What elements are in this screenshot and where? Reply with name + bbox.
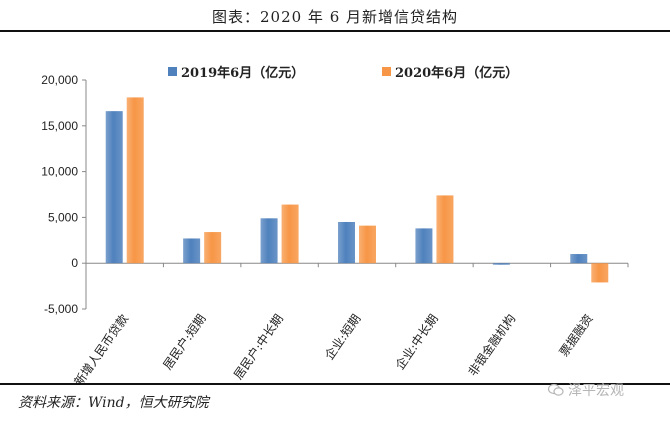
y-tick-label: 0: [71, 256, 78, 270]
bar-2020-2: [281, 204, 299, 264]
axes: [82, 79, 629, 310]
watermark: 泽平宏观: [548, 380, 624, 400]
x-category-label: 非银金融机构: [465, 311, 519, 379]
bar-2019-2: [260, 218, 278, 264]
y-tick-label: 10,000: [41, 165, 78, 179]
source-note: 资料来源：Wind，恒大研究院: [18, 395, 209, 411]
bar-2019-5: [492, 263, 510, 265]
bar-2020-4: [436, 195, 454, 264]
legend-swatch-2019: [168, 67, 177, 76]
watermark-text: 泽平宏观: [568, 383, 624, 399]
bar-2020-1: [204, 232, 222, 264]
x-category-label: 新增人民币贷款: [71, 311, 131, 385]
bar-2019-3: [338, 221, 355, 264]
wechat-icon: [548, 383, 564, 396]
legend-item-2019: 2019年6月（亿元）: [168, 62, 304, 81]
x-category-label: 票据融资: [557, 312, 596, 359]
bar-2019-6: [570, 254, 588, 264]
bar-2020-3: [359, 225, 376, 264]
x-category-label: 企业:中长期: [392, 311, 441, 372]
y-tick-label: -5,000: [44, 302, 78, 316]
bar-2019-4: [415, 228, 433, 264]
top-rule: [0, 30, 670, 32]
x-category-label: 居民户:短期: [160, 311, 209, 372]
bar-2019-1: [183, 238, 201, 264]
y-tick-label: 15,000: [41, 119, 78, 133]
legend-swatch-2020: [382, 67, 391, 76]
legend-item-2020: 2020年6月（亿元）: [382, 62, 518, 81]
chart-title: 图表：2020 年 6 月新增信贷结构: [211, 8, 459, 26]
bar-2020-0: [126, 97, 144, 264]
bar-2019-0: [105, 111, 123, 264]
bar-2020-6: [591, 263, 609, 283]
y-tick-label: 5,000: [48, 210, 78, 224]
bottom-rule: [0, 383, 670, 385]
y-tick-label: 20,000: [41, 73, 78, 87]
bars: [105, 97, 609, 283]
x-category-label: 居民户:中长期: [230, 311, 286, 382]
legend-label-2020: 2020年6月（亿元）: [395, 66, 519, 81]
legend-label-2019: 2019年6月（亿元）: [181, 66, 305, 81]
x-category-label: 企业:短期: [321, 311, 363, 362]
